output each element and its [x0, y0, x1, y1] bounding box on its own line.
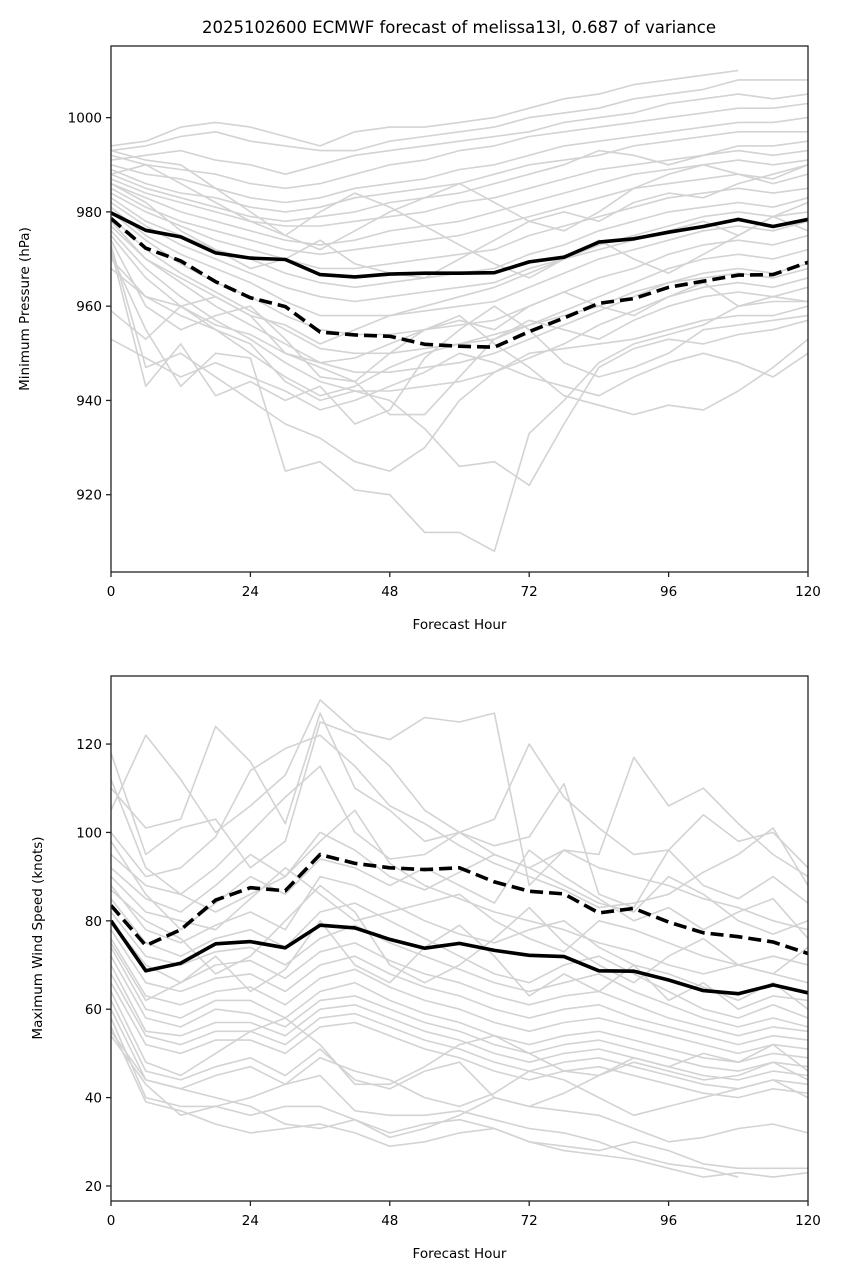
pressure-member-line-29 — [111, 149, 808, 251]
wind-member-line-18 — [111, 991, 808, 1086]
wind-x-tick-label: 24 — [242, 1213, 259, 1229]
pressure-y-axis: 920 940 960 980 1000 — [68, 111, 111, 504]
wind-x-axis-label: Forecast Hour — [413, 1246, 507, 1262]
wind-x-axis: 0 24 48 72 96 120 — [107, 1201, 821, 1229]
pressure-member-line-12 — [111, 201, 808, 303]
wind-summary-lines — [111, 852, 808, 996]
wind-y-tick-label: 40 — [85, 1091, 102, 1107]
pressure-member-line-6 — [111, 140, 808, 223]
wind-member-line-10 — [111, 920, 808, 1037]
wind-y-tick-label: 80 — [85, 914, 102, 930]
wind-member-line-8 — [111, 898, 808, 1019]
wind-member-line-22 — [111, 1026, 808, 1170]
pressure-x-axis-label: Forecast Hour — [413, 617, 507, 633]
pressure-variance-weighted-line — [111, 217, 808, 349]
pressure-member-line-19 — [111, 239, 808, 416]
wind-member-line-4 — [111, 765, 808, 909]
pressure-member-line-4 — [111, 116, 808, 204]
wind-x-tick-label: 120 — [795, 1213, 821, 1229]
wind-member-line-17 — [111, 982, 808, 1099]
wind-x-tick-label: 48 — [381, 1213, 398, 1229]
wind-member-line-20 — [111, 1008, 808, 1117]
pressure-member-line-5 — [111, 131, 808, 213]
wind-member-line-21 — [111, 1017, 808, 1143]
wind-x-tick-label: 0 — [107, 1213, 116, 1229]
wind-y-tick-label: 20 — [85, 1179, 102, 1195]
wind-member-line-11 — [111, 929, 808, 1046]
pressure-plot-frame — [110, 45, 809, 573]
pressure-x-axis: 0 24 48 72 96 120 — [107, 572, 821, 600]
wind-ensemble-members — [111, 699, 808, 1178]
wind-member-line-14 — [111, 955, 808, 1072]
pressure-ensemble-mean-line — [111, 211, 808, 279]
wind-x-tick-label: 72 — [521, 1213, 538, 1229]
wind-y-axis-label: Maximum Wind Speed (knots) — [30, 836, 46, 1039]
pressure-y-tick-label: 960 — [76, 299, 102, 315]
wind-member-line-6 — [111, 867, 808, 984]
wind-member-line-15 — [111, 964, 808, 1081]
wind-member-line-23 — [111, 1030, 808, 1178]
wind-member-line-19 — [111, 1000, 808, 1108]
pressure-member-line-20 — [111, 244, 808, 472]
pressure-y-tick-label: 980 — [76, 205, 102, 221]
pressure-member-line-18 — [111, 234, 808, 397]
wind-member-line-9 — [111, 911, 808, 1028]
pressure-member-line-22 — [111, 253, 808, 553]
wind-y-tick-label: 120 — [76, 737, 102, 753]
pressure-member-line-30 — [111, 164, 808, 279]
wind-member-line-25 — [111, 779, 808, 935]
pressure-member-line-0 — [111, 69, 739, 147]
pressure-y-axis-label: Minimum Pressure (hPa) — [17, 227, 33, 391]
wind-member-line-5 — [111, 809, 808, 975]
pressure-member-line-2 — [111, 93, 808, 175]
pressure-plot: 0 24 48 72 96 120 920 940 960 980 1000 Forecast H… — [17, 45, 821, 633]
wind-member-line-28 — [111, 884, 808, 984]
pressure-y-tick-label: 940 — [76, 393, 102, 409]
pressure-member-line-9 — [111, 173, 808, 256]
wind-variance-weighted-line — [111, 852, 808, 956]
pressure-x-tick-label: 48 — [381, 584, 398, 600]
figure-title: 2025102600 ECMWF forecast of melissa13l,… — [202, 18, 716, 37]
pressure-ensemble-members — [111, 69, 808, 553]
pressure-x-tick-label: 120 — [795, 584, 821, 600]
wind-ensemble-mean-line — [111, 919, 808, 996]
wind-member-line-24 — [111, 1035, 739, 1178]
wind-plot: 0 24 48 72 96 120 20 40 60 80 100 120 Forecast Hou… — [30, 675, 821, 1262]
pressure-member-line-7 — [111, 149, 808, 227]
pressure-x-tick-label: 0 — [107, 584, 116, 600]
pressure-x-tick-label: 24 — [242, 584, 259, 600]
pressure-member-line-8 — [111, 159, 808, 246]
pressure-member-line-25 — [111, 338, 808, 411]
wind-member-line-2 — [111, 712, 808, 869]
pressure-member-line-24 — [111, 295, 808, 416]
wind-member-line-16 — [111, 973, 808, 1090]
pressure-y-tick-label: 920 — [76, 488, 102, 504]
wind-member-line-3 — [111, 734, 808, 909]
pressure-x-tick-label: 96 — [660, 584, 677, 600]
pressure-member-line-27 — [111, 215, 808, 345]
pressure-summary-lines — [111, 211, 808, 349]
wind-y-axis: 20 40 60 80 100 120 — [76, 737, 111, 1195]
pressure-member-line-17 — [111, 230, 808, 392]
wind-y-tick-label: 60 — [85, 1002, 102, 1018]
pressure-member-line-23 — [111, 258, 808, 487]
pressure-y-tick-label: 1000 — [68, 111, 102, 127]
pressure-member-line-26 — [111, 267, 808, 364]
pressure-member-line-1 — [111, 79, 808, 152]
pressure-member-line-3 — [111, 102, 808, 190]
wind-member-line-26 — [111, 840, 808, 940]
pressure-member-line-10 — [111, 187, 808, 270]
pressure-member-line-13 — [111, 206, 808, 317]
wind-member-line-1 — [111, 699, 808, 887]
wind-member-line-13 — [111, 946, 808, 1063]
pressure-x-tick-label: 72 — [521, 584, 538, 600]
wind-x-tick-label: 96 — [660, 1213, 677, 1229]
pressure-member-line-21 — [111, 249, 808, 425]
wind-plot-frame — [110, 675, 809, 1202]
wind-y-tick-label: 100 — [76, 825, 102, 841]
pressure-member-line-15 — [111, 216, 808, 355]
wind-member-line-7 — [111, 875, 808, 1010]
wind-member-line-12 — [111, 938, 808, 1055]
